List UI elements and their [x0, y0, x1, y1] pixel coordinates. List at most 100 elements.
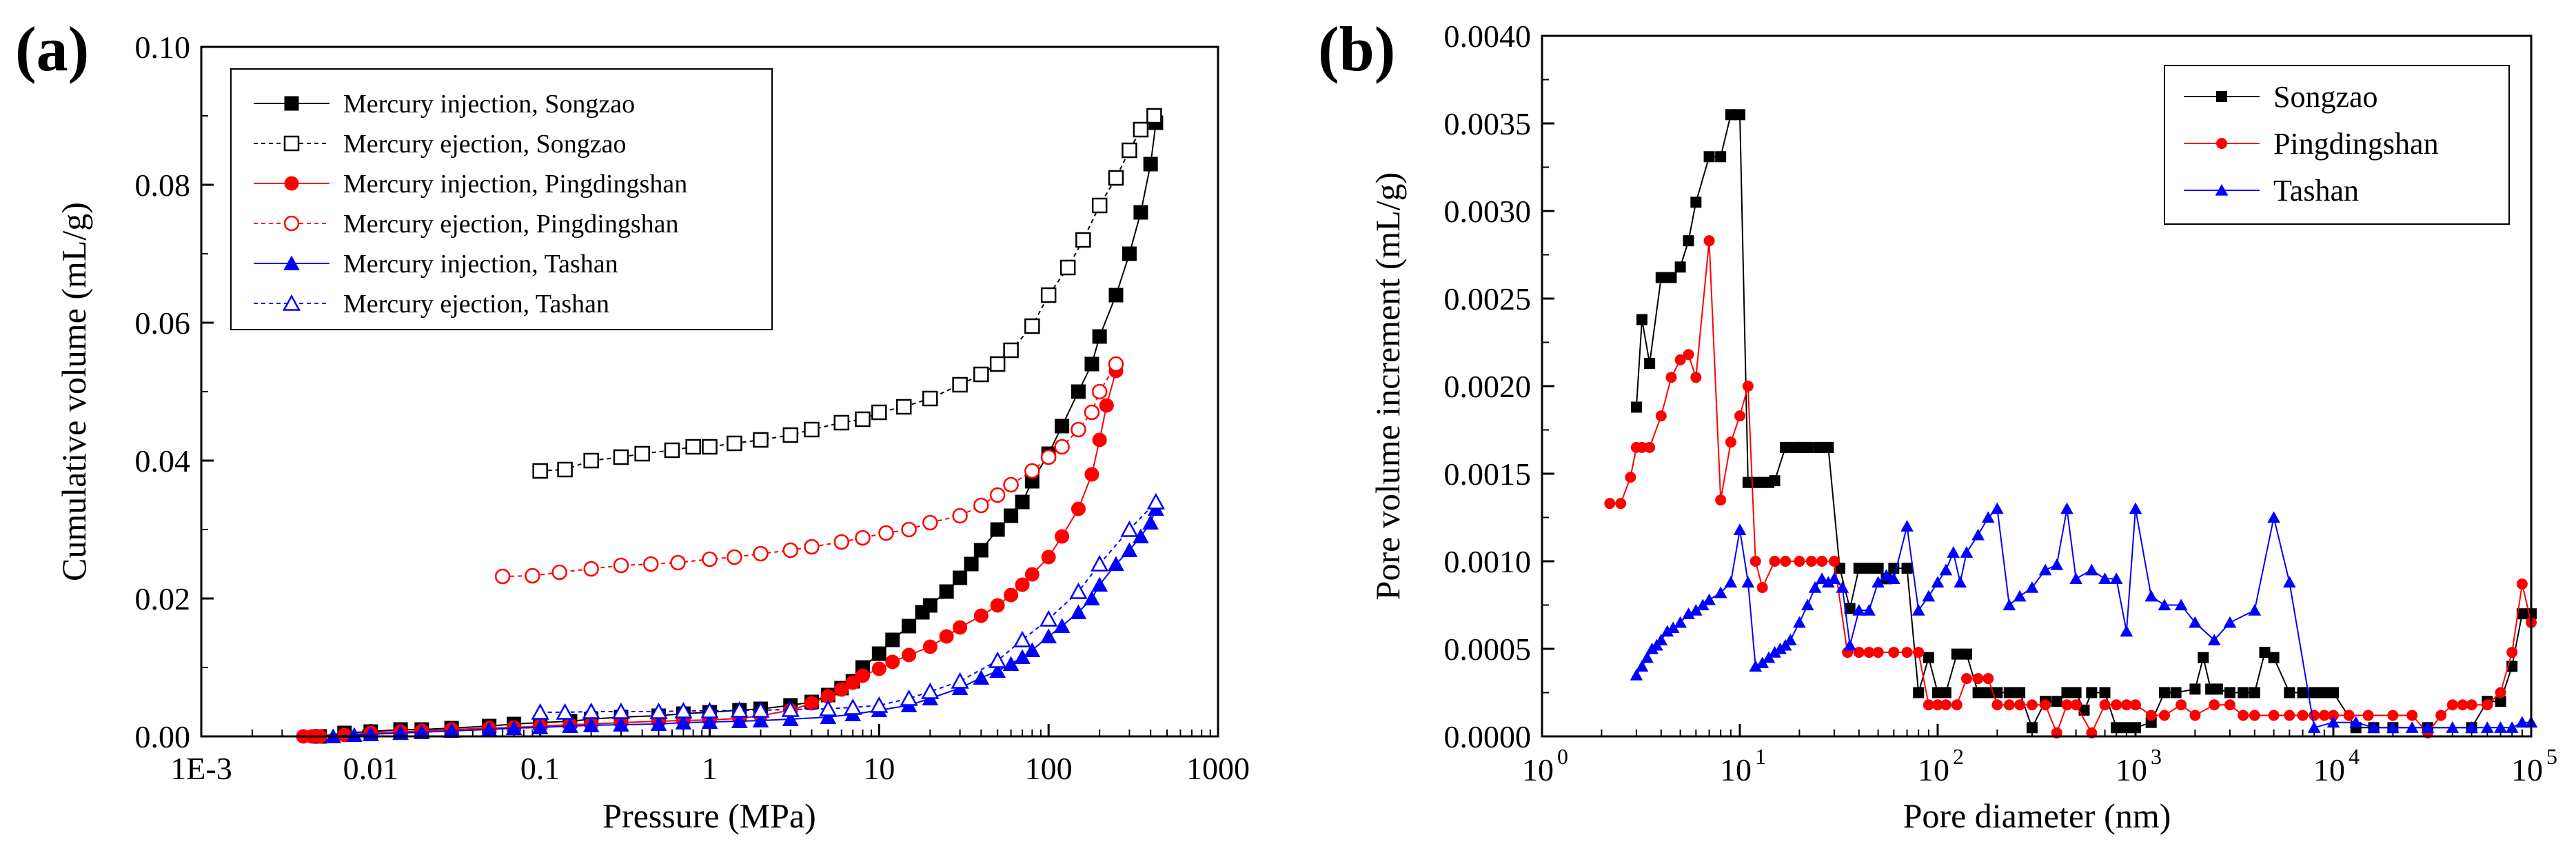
- panel-a-series-mercury-injection-songzao-point: [1055, 419, 1070, 434]
- panel-b-series-pingdingshan: [1604, 235, 2537, 738]
- panel-a-series-mercury-injection-songzao-point: [1004, 508, 1019, 523]
- panel-b-series-tashan-point: [1971, 528, 1985, 541]
- panel-a-series-mercury-ejection-songzao-point: [613, 449, 629, 465]
- panel-b-series-pingdingshan-point: [1615, 498, 1627, 510]
- panel-a-series-mercury-injection-songzao-point: [1108, 288, 1124, 303]
- panel-b-series-pingdingshan-point: [1703, 235, 1715, 247]
- panel-b-series-tashan-point: [2494, 721, 2507, 733]
- panel-b-series-pingdingshan-point: [2495, 687, 2506, 698]
- panel-b-series-songzao-point: [1703, 151, 1715, 163]
- panel-b-series-tashan-point: [2025, 581, 2039, 593]
- panel-b-series-songzao-point: [2170, 687, 2182, 698]
- panel-b-series-tashan-point: [1793, 616, 1806, 628]
- panel-a-series-mercury-ejection-pingdingshan-point: [494, 568, 511, 585]
- panel-b-series-tashan-point: [1733, 523, 1747, 535]
- panel-a-plot-frame: [200, 46, 1219, 738]
- panel-b-series-pingdingshan-point: [2482, 699, 2493, 711]
- panel-b-series-pingdingshan-point: [1982, 673, 1994, 685]
- panel-a-series-mercury-ejection-songzao-point: [1133, 121, 1149, 138]
- panel-a-legend-mercury-injection-tashan-label: Mercury injection, Tashan: [343, 250, 618, 279]
- panel-b-series-tashan-point: [1991, 502, 2004, 514]
- panel-a-series-mercury-ejection-pingdingshan-point: [989, 487, 1006, 503]
- panel-a-series-mercury-injection-songzao-line: [319, 122, 1157, 737]
- panel-a-legend-mercury-ejection-pingdingshan-marker: [283, 215, 300, 232]
- panel-a-series-mercury-injection-pingdingshan-point: [834, 682, 849, 697]
- panel-b-series-tashan-point: [1724, 576, 1738, 588]
- panel-a-y-tick-label: 0.04: [135, 443, 191, 479]
- panel-b-y-tick-label: 0.0035: [1444, 106, 1532, 141]
- panel-b-series-tashan-point: [1900, 520, 1914, 532]
- panel-a-series-mercury-ejection-songzao: [532, 108, 1162, 479]
- panel-b-series-tashan-point: [1880, 569, 1893, 581]
- panel-b-series-tashan-point: [2267, 511, 2280, 523]
- panel-b-series-songzao-point: [1690, 197, 1702, 208]
- panel-b-series-pingdingshan-point: [1625, 472, 1636, 483]
- panel-b-series-songzao-point: [1813, 441, 1825, 453]
- panel-a-series-mercury-ejection-pingdingshan-point: [973, 497, 989, 514]
- panel-b-series-pingdingshan-point: [1913, 647, 1925, 658]
- panel-b-series-songzao-point: [1991, 687, 2003, 698]
- panel-a-series-mercury-injection-tashan-point: [1121, 542, 1138, 557]
- panel-b-series-tashan-point: [1714, 586, 1727, 598]
- panel-a-series-mercury-ejection-pingdingshan-point: [551, 564, 567, 581]
- panel-b-series-pingdingshan-point: [2516, 579, 2528, 590]
- panel-a-series-mercury-ejection-pingdingshan-point: [901, 521, 917, 538]
- panel-a-series-mercury-injection-pingdingshan-point: [1024, 567, 1039, 582]
- panel-b-series-pingdingshan-point: [1674, 354, 1686, 365]
- panel-b-series-pingdingshan-point: [1872, 647, 1884, 658]
- panel-b-series-songzao-point: [1823, 441, 1834, 453]
- panel-b-series-tashan-point: [1630, 668, 1643, 681]
- panel-a-series-mercury-injection-tashan-point: [582, 717, 600, 732]
- panel-a-series-mercury-ejection-pingdingshan-point: [583, 561, 599, 577]
- panel-a-series-mercury-ejection-pingdingshan-point: [782, 542, 799, 559]
- panel-b-series-tashan-point: [1852, 603, 1866, 616]
- panel-b-series-pingdingshan-point: [2406, 710, 2418, 721]
- panel-a-series-mercury-ejection-pingdingshan-point: [804, 539, 820, 555]
- panel-a-series-mercury-injection-songzao-point: [1133, 205, 1148, 220]
- panel-a-x-tick-label: 0.1: [520, 751, 560, 786]
- panel-b-y-axis-label: Pore volume increment (mL/g): [1368, 172, 1407, 601]
- panel-a-series-mercury-ejection-tashan-point: [1069, 582, 1088, 599]
- panel-a-series-mercury-ejection-pingdingshan-point: [702, 551, 718, 567]
- panel-a-series-mercury-injection-pingdingshan-point: [1015, 577, 1030, 592]
- panel-a-series-mercury-ejection-songzao-point: [833, 414, 850, 431]
- panel-b-series-tashan-point: [2144, 590, 2158, 602]
- panel-a-series-mercury-ejection-songzao-point: [1075, 232, 1091, 248]
- panel-a-legend-mercury-injection-songzao-label: Mercury injection, Songzao: [343, 90, 635, 119]
- panel-a-series-mercury-injection-tashan-point: [1091, 576, 1108, 592]
- panel-a-series-mercury-ejection-tashan-point: [531, 703, 549, 720]
- panel-b-series-tashan-point: [2248, 603, 2262, 616]
- panel-b-series-tashan-point: [1783, 634, 1797, 645]
- panel-b-series-pingdingshan-point: [1972, 673, 1984, 685]
- panel-b-series-tashan-point: [1863, 603, 1876, 616]
- panel-a-series-mercury-injection-songzao-point: [922, 598, 937, 613]
- panel-a-series-mercury-injection-tashan-point: [731, 713, 748, 728]
- panel-a-series-mercury-ejection-songzao-point: [583, 452, 599, 469]
- panel-b-chart: (b) 10 0 10 1 10 2 10 3 10 4 10 50.00000.00050.0010…: [1318, 14, 2557, 835]
- panel-b-series-pingdingshan-point: [1742, 381, 1754, 392]
- panel-b-legend: Songzao Pingdingshan Tashan: [2164, 65, 2510, 225]
- panel-a-series-mercury-injection-pingdingshan-point: [1071, 501, 1086, 516]
- panel-a-series-mercury-ejection-songzao-point: [557, 461, 573, 478]
- panel-a-series-mercury-ejection-pingdingshan-point: [727, 549, 742, 565]
- panel-b-series-tashan-point: [1827, 572, 1841, 585]
- panel-b-series-pingdingshan-point: [1734, 410, 1745, 422]
- panel-a-series-mercury-injection-songzao-point: [973, 543, 988, 558]
- panel-a-x-tick-label: 1000: [1186, 751, 1250, 786]
- panel-b-x-tick-exponent: 1: [1755, 744, 1766, 769]
- panel-a-series-mercury-injection-songzao-point: [1092, 329, 1107, 344]
- panel-a-series-mercury-ejection-pingdingshan-point: [952, 507, 968, 524]
- panel-a-series-mercury-ejection-pingdingshan: [494, 356, 1124, 585]
- panel-b-y-tick-label: 0.0040: [1444, 19, 1532, 54]
- panel-a-series-mercury-ejection-songzao-point: [702, 439, 718, 455]
- panel-a-y-tick-label: 0.06: [135, 305, 191, 341]
- panel-b-series-tashan-point: [1931, 576, 1945, 588]
- panel-b-y-tick-label: 0.0000: [1444, 719, 1532, 754]
- panel-a-series-mercury-ejection-pingdingshan-point: [753, 545, 769, 562]
- panel-a-series-mercury-ejection-songzao-point: [782, 427, 799, 443]
- panel-b-series-songzao-point: [1951, 648, 1963, 660]
- panel-b-series-tashan-point: [2013, 590, 2027, 602]
- panel-a-legend-mercury-ejection-songzao-label: Mercury ejection, Songzao: [343, 130, 626, 159]
- panel-a-series-mercury-injection-tashan-point: [820, 709, 837, 724]
- panel-b-series-tashan-point: [1815, 572, 1829, 585]
